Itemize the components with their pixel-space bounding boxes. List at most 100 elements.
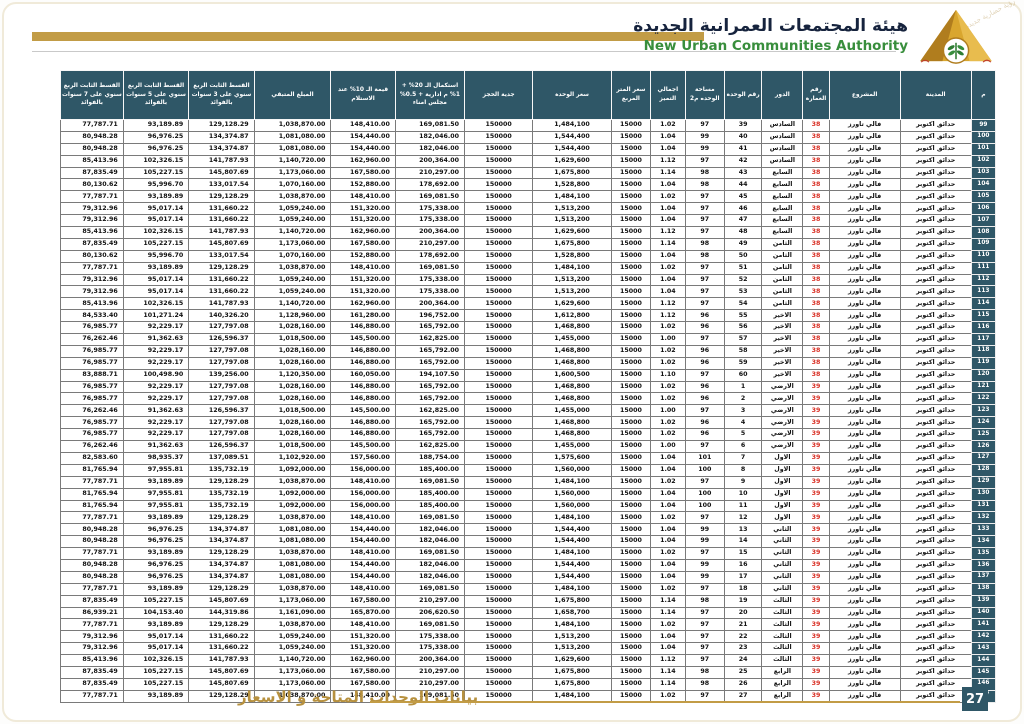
cell-remaining-amount: 1,120,350.00 [253, 368, 332, 382]
cell-reservation-deposit: 150000 [464, 261, 534, 275]
cell-project: فالي تاورز [828, 487, 901, 501]
cell-unit-number: 22 [723, 630, 763, 644]
cell-value-10pct-delivery: 162,960.00 [330, 154, 396, 168]
cell-installment-5y: 93,189.89 [122, 261, 190, 275]
cell-city: حدائق اكتوبر [899, 119, 972, 132]
cell-price-per-m2: 15000 [610, 344, 652, 358]
cell-installment-7y: 85,413.96 [60, 654, 124, 667]
cell-value-10pct-delivery: 148,410.00 [330, 261, 396, 275]
cell-building-number: 39 [802, 618, 830, 632]
cell-unit-number: 45 [723, 190, 763, 204]
cell-installment-3y: 127,797.08 [188, 416, 255, 430]
cell-project: فالي تاورز [828, 642, 901, 656]
cell-premium-total: 1.02 [650, 416, 686, 430]
cell-building-number: 38 [802, 333, 830, 346]
cell-city: حدائق اكتوبر [899, 309, 972, 323]
cell-value-10pct-delivery: 151,320.00 [330, 642, 396, 656]
cell-unit-area-m2: 97 [684, 606, 725, 620]
cell-building-number: 38 [802, 297, 830, 311]
cell-num: 110 [970, 249, 997, 263]
cell-installment-5y: 92,229.17 [122, 392, 190, 406]
cell-reservation-deposit: 150000 [464, 368, 534, 382]
cell-price-per-m2: 15000 [610, 606, 652, 620]
cell-reservation-deposit: 150000 [464, 356, 534, 370]
cell-floor: الارضي [761, 440, 804, 453]
cell-installment-3y: 129,128.29 [188, 618, 255, 632]
cell-unit-area-m2: 96 [684, 392, 725, 406]
table-row: 137 حدائق اكتوبر فالي تاورز 39 الثاني 17 99 1.0… [60, 570, 997, 584]
cell-floor: الثالث [761, 606, 804, 620]
cell-installment-5y: 96,976.25 [122, 523, 190, 537]
cell-price-per-m2: 15000 [610, 535, 652, 549]
cell-project: فالي تاورز [828, 309, 901, 323]
cell-building-number: 38 [802, 249, 830, 263]
cell-completion-20pct: 175,338.00 [394, 642, 466, 656]
col-header-installment-7y: القسط الثابت الربع سنوي على 7 سنوات بالف… [60, 70, 124, 120]
cell-unit-price: 1,455,000 [532, 333, 612, 346]
cell-installment-3y: 127,797.08 [188, 380, 255, 394]
cell-installment-5y: 93,189.89 [122, 582, 190, 596]
cell-unit-area-m2: 99 [684, 535, 725, 549]
cell-num: 136 [970, 558, 997, 572]
cell-building-number: 39 [802, 487, 830, 501]
table-row: 131 حدائق اكتوبر فالي تاورز 39 الاول 11 100 1.0… [60, 499, 997, 513]
cell-remaining-amount: 1,059,240.00 [253, 642, 332, 656]
cell-installment-7y: 77,787.71 [60, 689, 124, 703]
cell-installment-5y: 96,976.25 [122, 558, 190, 572]
cell-floor: الارضي [761, 404, 804, 418]
cell-reservation-deposit: 150000 [464, 178, 534, 192]
cell-building-number: 39 [802, 463, 830, 477]
cell-city: حدائق اكتوبر [899, 677, 972, 691]
table-row: 145 حدائق اكتوبر فالي تاورز 39 الرابع 25 98 1.1… [60, 665, 997, 679]
cell-completion-20pct: 185,400.00 [394, 487, 466, 501]
cell-installment-3y: 131,660.22 [188, 214, 255, 228]
cell-unit-area-m2: 97 [684, 368, 725, 382]
cell-value-10pct-delivery: 146,880.00 [330, 428, 396, 442]
cell-premium-total: 1.02 [650, 261, 686, 275]
cell-reservation-deposit: 150000 [464, 130, 534, 144]
cell-price-per-m2: 15000 [610, 237, 652, 251]
cell-price-per-m2: 15000 [610, 249, 652, 263]
cell-building-number: 38 [802, 130, 830, 144]
cell-value-10pct-delivery: 167,580.00 [330, 594, 396, 608]
cell-floor: الاول [761, 463, 804, 477]
cell-project: فالي تاورز [828, 677, 901, 691]
cell-value-10pct-delivery: 162,960.00 [330, 654, 396, 667]
cell-unit-number: 8 [723, 463, 763, 477]
cell-remaining-amount: 1,028,160.00 [253, 380, 332, 394]
cell-unit-area-m2: 98 [684, 166, 725, 180]
cell-premium-total: 1.04 [650, 273, 686, 287]
cell-remaining-amount: 1,018,500.00 [253, 440, 332, 453]
cell-unit-price: 1,560,000 [532, 487, 612, 501]
cell-unit-price: 1,675,800 [532, 166, 612, 180]
cell-unit-price: 1,455,000 [532, 440, 612, 453]
cell-city: حدائق اكتوبر [899, 594, 972, 608]
cell-unit-number: 50 [723, 249, 763, 263]
cell-installment-5y: 102,326.15 [122, 226, 190, 239]
cell-price-per-m2: 15000 [610, 333, 652, 346]
table-row: 142 حدائق اكتوبر فالي تاورز 39 الثالث 22 97 1.0… [60, 630, 997, 644]
table-row: 128 حدائق اكتوبر فالي تاورز 39 الاول 8 100 1.04… [60, 463, 997, 477]
cell-installment-7y: 80,130.62 [60, 249, 124, 263]
cell-city: حدائق اكتوبر [899, 463, 972, 477]
cell-reservation-deposit: 150000 [464, 380, 534, 394]
cell-city: حدائق اكتوبر [899, 154, 972, 168]
cell-installment-5y: 91,362.63 [122, 404, 190, 418]
cell-price-per-m2: 15000 [610, 261, 652, 275]
cell-building-number: 39 [802, 392, 830, 406]
cell-unit-area-m2: 99 [684, 558, 725, 572]
cell-value-10pct-delivery: 162,960.00 [330, 226, 396, 239]
cell-unit-number: 54 [723, 297, 763, 311]
cell-num: 128 [970, 463, 997, 477]
cell-installment-3y: 145,807.69 [188, 166, 255, 180]
cell-building-number: 39 [802, 535, 830, 549]
cell-num: 134 [970, 535, 997, 549]
cell-reservation-deposit: 150000 [464, 665, 534, 679]
cell-unit-price: 1,513,200 [532, 273, 612, 287]
cell-premium-total: 1.02 [650, 119, 686, 132]
cell-value-10pct-delivery: 145,500.00 [330, 333, 396, 346]
cell-remaining-amount: 1,081,080.00 [253, 523, 332, 537]
cell-project: فالي تاورز [828, 416, 901, 430]
cell-project: فالي تاورز [828, 119, 901, 132]
cell-floor: الاخير [761, 344, 804, 358]
